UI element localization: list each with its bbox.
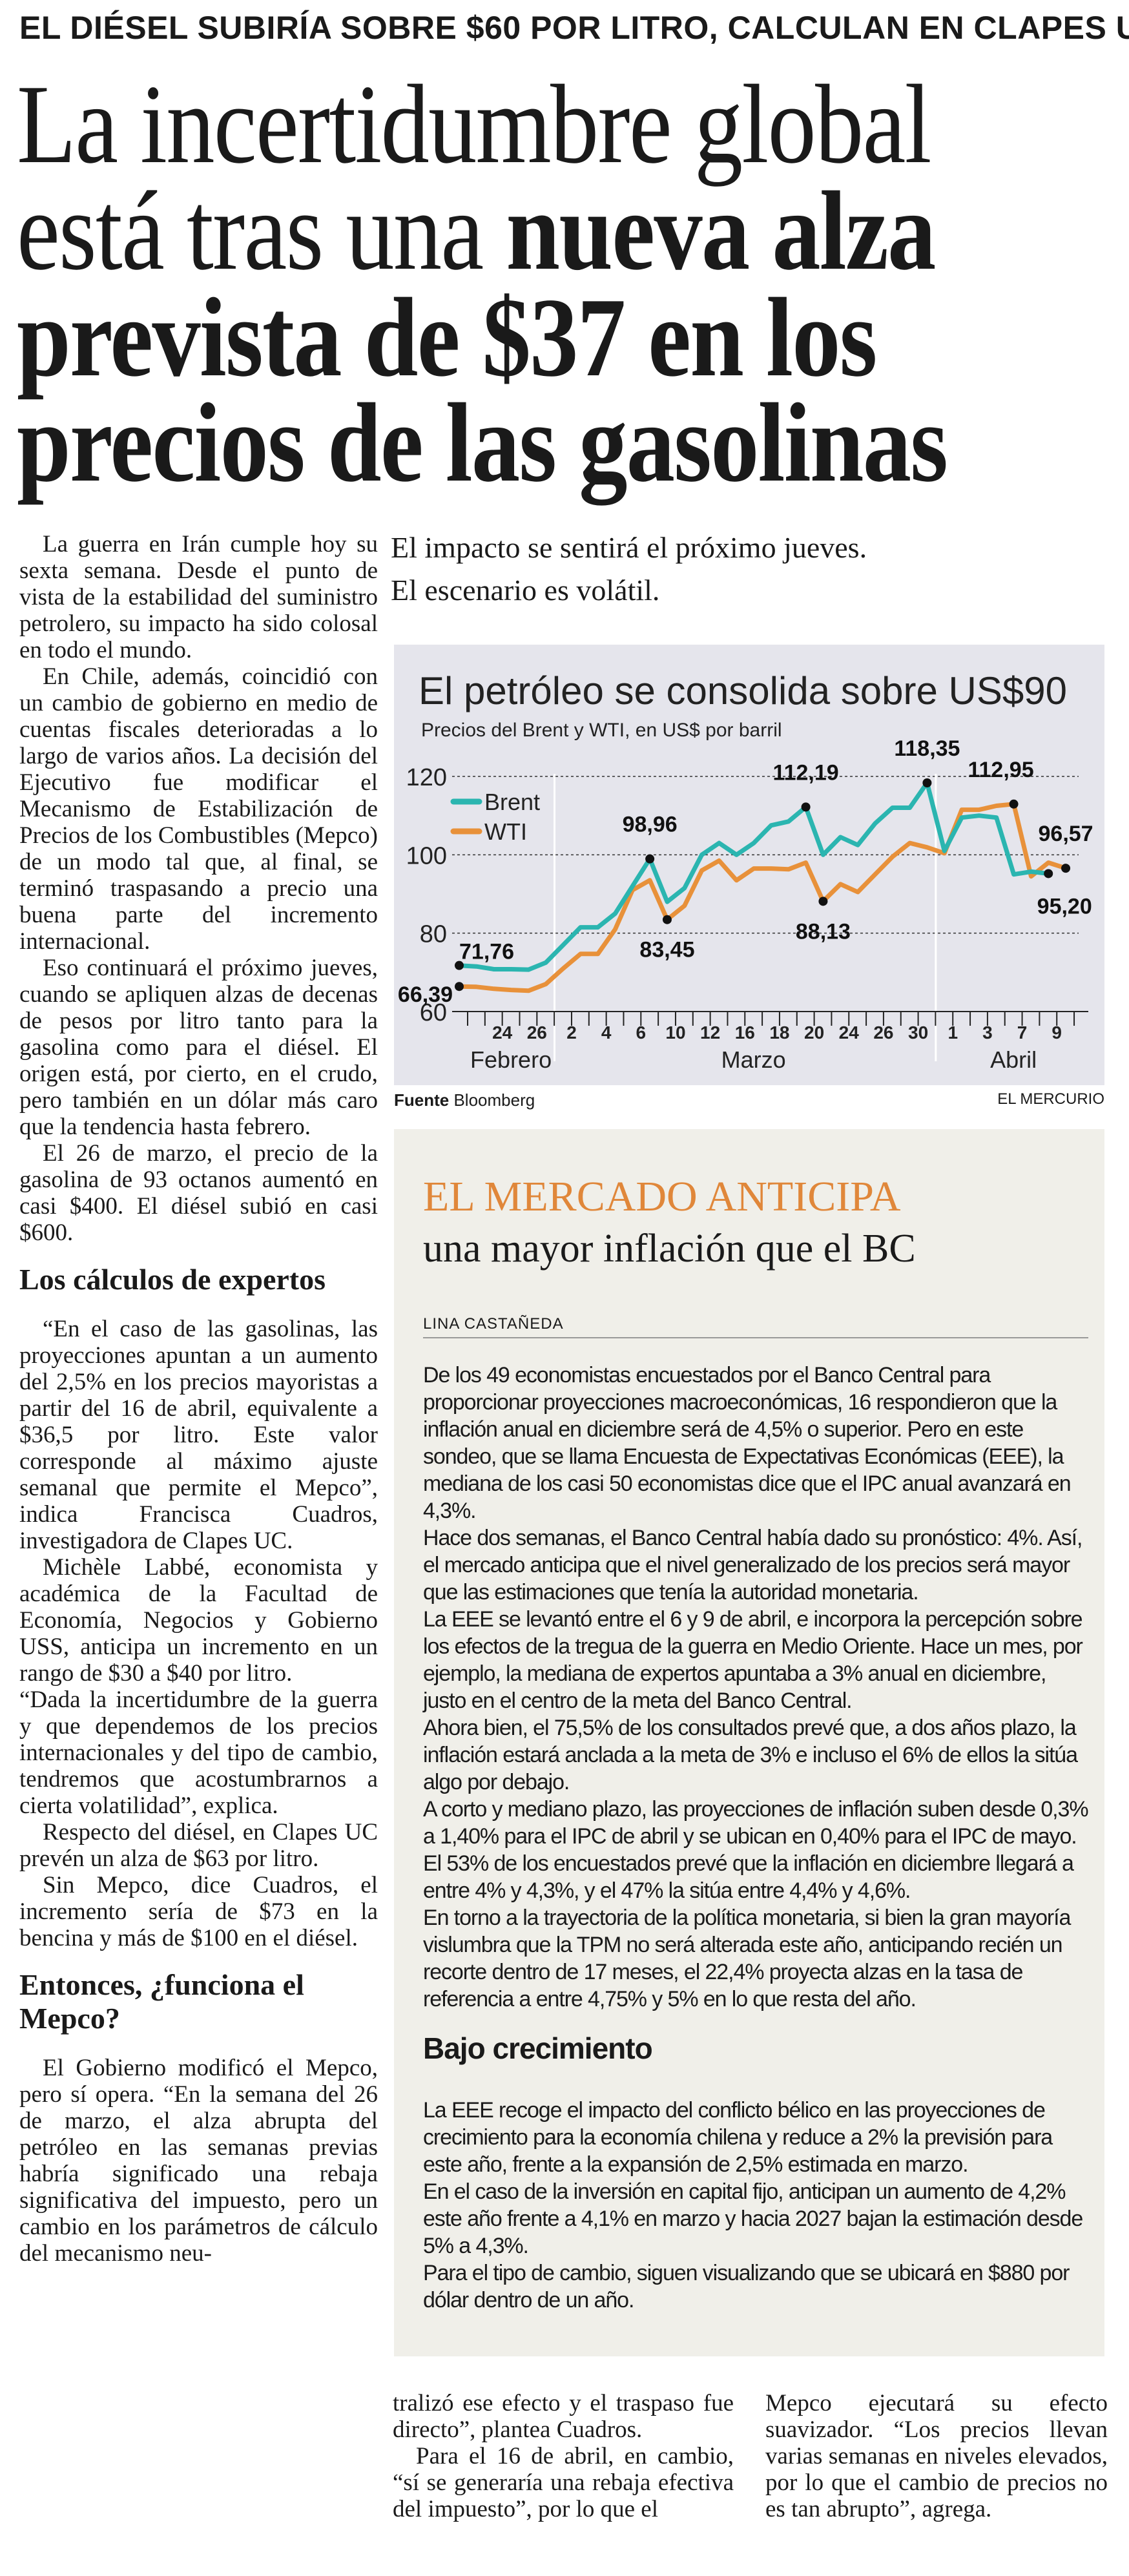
month-label: Marzo — [721, 1046, 786, 1073]
headline-line-4: precios de las gasolinas — [17, 380, 948, 505]
y-tick-label: 80 — [420, 921, 447, 948]
legend-label-wti: WTI — [484, 818, 527, 845]
chart-title: El petróleo se consolida sobre US$90 — [419, 669, 1067, 712]
month-label: Abril — [990, 1046, 1037, 1073]
section-heading: Entonces, ¿funciona el Mepco? — [19, 1968, 304, 2035]
paragraph: “En el caso de las gasolinas, las proyec… — [19, 1316, 378, 1554]
x-tick-label: 26 — [873, 1023, 893, 1043]
paragraph: El 26 de marzo, el precio de la gasolina… — [19, 1140, 378, 1246]
paragraph: Respecto del diésel, en Clapes UC prevén… — [19, 1819, 378, 1872]
data-point-brent — [1044, 869, 1053, 878]
paragraph: En torno a la trayectoria de la política… — [423, 1906, 1071, 2011]
x-tick-label: 26 — [527, 1023, 547, 1043]
paragraph: En Chile, además, coincidió con un cambi… — [19, 663, 378, 955]
paragraph: A corto y mediano plazo, las proyeccione… — [423, 1797, 1089, 1903]
paragraph: Mepco ejecutará su efecto suavizador. “L… — [765, 2390, 1108, 2522]
x-tick-label: 1 — [948, 1023, 958, 1043]
data-label-wti: 88,13 — [796, 919, 851, 944]
paragraph: La EEE recoge el impacto del conflicto b… — [423, 2098, 1053, 2177]
data-label-brent: 71,76 — [459, 940, 514, 964]
chart-credit: EL MERCURIO — [997, 1090, 1104, 1108]
source-label: Fuente — [394, 1090, 450, 1110]
x-tick-label: 9 — [1051, 1023, 1062, 1043]
chart-source: Fuente Bloomberg EL MERCURIO — [394, 1090, 1104, 1110]
x-tick-label: 30 — [908, 1023, 928, 1043]
data-label-wti: 83,45 — [639, 938, 694, 962]
paragraph: “Dada la incertidumbre de la guerra y qu… — [19, 1687, 378, 1819]
data-point-wti — [818, 897, 828, 906]
data-label-wti: 66,39 — [398, 982, 453, 1007]
paragraph: De los 49 economistas encuestados por el… — [423, 1363, 1072, 1523]
x-tick-label: 4 — [601, 1023, 612, 1043]
data-label-brent: 98,96 — [623, 813, 678, 837]
paragraph: La guerra en Irán cumple hoy su sexta se… — [19, 531, 378, 663]
sidebar-body: De los 49 economistas encuestados por el… — [423, 1362, 1089, 2314]
data-label-brent: 95,20 — [1037, 894, 1092, 919]
x-tick-label: 10 — [665, 1023, 685, 1043]
data-label-wti: 112,95 — [968, 758, 1033, 782]
paragraph: Eso continuará el próximo jueves, cuando… — [19, 955, 378, 1140]
data-point-brent — [645, 854, 655, 864]
sidebar-subheading: Bajo crecimiento — [423, 2031, 653, 2065]
x-tick-label: 20 — [804, 1023, 824, 1043]
section-heading: Los cálculos de expertos — [19, 1263, 326, 1296]
subheadline-line: El escenario es volátil. — [391, 574, 660, 607]
data-point-wti — [1061, 864, 1071, 873]
x-tick-label: 3 — [982, 1023, 993, 1043]
oil-price-chart: El petróleo se consolida sobre US$90 Prec… — [394, 645, 1104, 1085]
series-line-wti — [459, 802, 1067, 993]
x-tick-label: 24 — [492, 1023, 513, 1043]
article-column-1: La guerra en Irán cumple hoy su sexta se… — [19, 531, 378, 2267]
paragraph: tralizó ese efecto y el traspaso fue dir… — [393, 2390, 734, 2443]
headline-line-2: está tras una nueva alza — [17, 174, 936, 287]
data-label-brent: 118,35 — [894, 736, 960, 761]
x-tick-label: 2 — [566, 1023, 577, 1043]
sidebar-subtitle: una mayor inflación que el BC — [423, 1227, 916, 1271]
data-point-wti — [662, 915, 672, 924]
kicker: EL DIÉSEL SUBIRÍA SOBRE $60 POR LITRO, C… — [19, 10, 1129, 46]
data-point-wti — [455, 982, 464, 992]
paragraph: Para el tipo de cambio, siguen visualiza… — [423, 2261, 1070, 2312]
paragraph: Ahora bien, el 75,5% de los consultados … — [423, 1716, 1078, 1794]
paragraph: Michèle Labbé, economista y académica de… — [19, 1554, 378, 1687]
byline: LINA CASTAÑEDA — [423, 1315, 1088, 1338]
data-label-brent: 112,19 — [773, 760, 839, 785]
x-tick-label: 18 — [769, 1023, 789, 1043]
y-tick-label: 60 — [420, 999, 447, 1026]
paragraph: El Gobierno modificó el Mepco, pero sí o… — [19, 2055, 378, 2267]
paragraph: En el caso de la inversión en capital fi… — [423, 2179, 1083, 2258]
paragraph: Para el 16 de abril, en cambio, “sí se g… — [393, 2443, 734, 2522]
data-point-brent — [455, 961, 464, 970]
series-line-brent — [459, 780, 1049, 972]
subheadline: El impacto se sentirá el próximo jueves.… — [391, 526, 867, 612]
x-tick-label: 12 — [700, 1023, 720, 1043]
sidebar-box — [394, 1129, 1104, 2356]
article-column-3: Mepco ejecutará su efecto suavizador. “L… — [765, 2390, 1108, 2522]
month-label: Febrero — [470, 1046, 552, 1073]
x-tick-label: 7 — [1017, 1023, 1028, 1043]
y-tick-label: 100 — [406, 842, 447, 869]
x-tick-label: 6 — [636, 1023, 647, 1043]
subheadline-line: El impacto se sentirá el próximo jueves. — [391, 531, 867, 564]
paragraph: La EEE se levantó entre el 6 y 9 de abri… — [423, 1607, 1083, 1713]
chart-subtitle: Precios del Brent y WTI, en US$ por barr… — [421, 720, 782, 741]
paragraph: Hace dos semanas, el Banco Central había… — [423, 1526, 1082, 1605]
headline-regular: está tras una — [17, 168, 506, 293]
y-tick-label: 120 — [406, 764, 447, 791]
x-tick-label: 24 — [839, 1023, 860, 1043]
headline-line-3: prevista de $37 en los — [17, 275, 877, 400]
source-name: Bloomberg — [453, 1090, 535, 1110]
chart-svg: El petróleo se consolida sobre US$90 Prec… — [398, 669, 1093, 1073]
legend-label-brent: Brent — [484, 789, 540, 815]
data-point-wti — [1009, 799, 1019, 809]
sidebar-title: EL MERCADO ANTICIPA — [423, 1173, 901, 1220]
headline-bold: nueva alza — [506, 168, 936, 293]
data-point-brent — [801, 802, 811, 812]
headline-line-1: La incertidumbre global — [17, 61, 931, 187]
data-point-brent — [922, 778, 932, 788]
data-label-wti: 96,57 — [1039, 822, 1093, 846]
x-tick-label: 16 — [735, 1023, 755, 1043]
paragraph: Sin Mepco, dice Cuadros, el incremento s… — [19, 1872, 378, 1951]
article-column-2: tralizó ese efecto y el traspaso fue dir… — [393, 2390, 734, 2522]
